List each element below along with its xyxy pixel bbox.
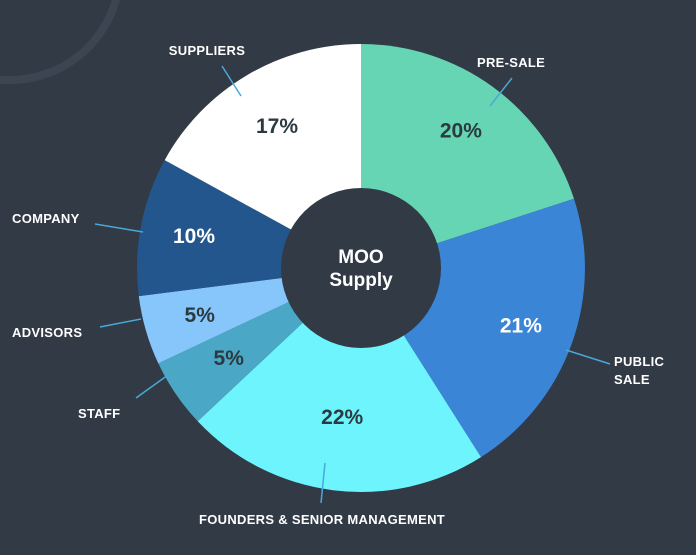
slice-value-advisors: 5%: [185, 304, 216, 327]
slice-label-staff: STAFF: [78, 406, 120, 421]
slice-label-founders-and-senior-management: FOUNDERS & SENIOR MANAGEMENT: [199, 512, 445, 527]
center-label-line-2: Supply: [329, 270, 393, 291]
leader-line-advisors: [99, 318, 142, 328]
labels-group: 20% PRE-SALE 21% PUBLIC SALE 22% FOUNDERS & SE…: [12, 43, 664, 527]
slice-value-suppliers: 17%: [256, 115, 298, 138]
slice-value-company: 10%: [173, 225, 215, 248]
leader-line-pre-sale: [489, 77, 513, 107]
leader-line-suppliers: [221, 65, 242, 97]
leader-line-founders-and-senior-management: [320, 462, 326, 504]
slice-label-suppliers: SUPPLIERS: [169, 43, 245, 58]
slice-label-public-sale: PUBLIC SALE: [614, 354, 664, 387]
donut-center-hole: [281, 188, 441, 348]
slice-value-staff: 5%: [214, 347, 245, 370]
slice-label-company: COMPANY: [12, 211, 80, 226]
center-label-line-1: MOO: [338, 247, 383, 268]
leader-line-company: [94, 223, 144, 233]
background-decor-arc: [0, 0, 120, 84]
leader-lines-group: [94, 65, 611, 504]
slice-founders-and-senior-management: [197, 268, 481, 492]
leader-line-public-sale: [565, 349, 611, 365]
slice-label-pre-sale: PRE-SALE: [477, 55, 545, 70]
slice-label-advisors: ADVISORS: [12, 325, 82, 340]
slice-value-public-sale: 21%: [500, 315, 542, 338]
leader-line-staff: [135, 374, 169, 399]
slice-value-pre-sale: 20%: [440, 120, 482, 143]
slice-value-founders-and-senior-management: 22%: [321, 406, 363, 429]
